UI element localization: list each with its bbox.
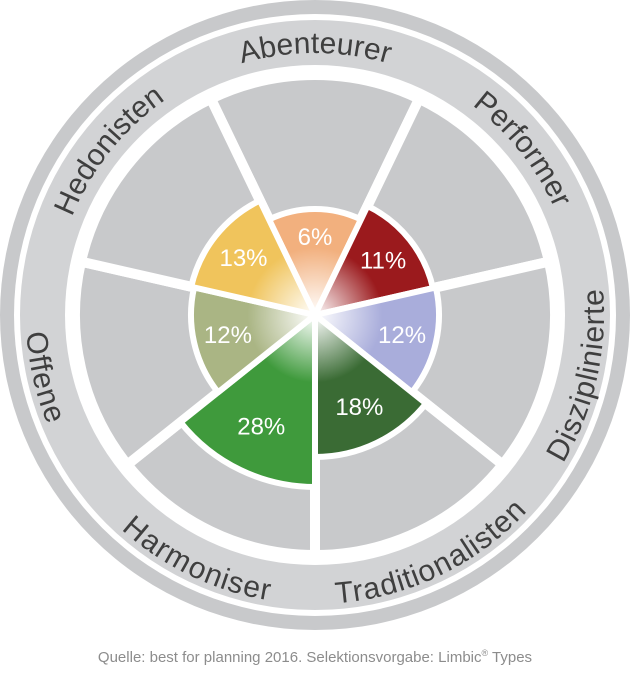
value-label-hedonisten: 13% (219, 245, 267, 272)
value-label-traditionalisten: 18% (335, 394, 383, 421)
value-labels: 6% 11% 12% 18% 28% 12% 13% (204, 224, 426, 441)
source-suffix: Types (488, 649, 533, 666)
value-label-harmoniser: 28% (237, 414, 285, 441)
limbic-types-chart: 6% 11% 12% 18% 28% 12% 13% Abenteurer Performer… (0, 0, 630, 630)
value-label-disziplinierte: 12% (378, 322, 426, 349)
source-note: Quelle: best for planning 2016. Selektio… (0, 648, 630, 666)
value-label-performer: 11% (360, 248, 406, 275)
center-glow (165, 165, 465, 465)
value-label-offene: 12% (204, 322, 252, 349)
chart-svg: 6%11%12%18%28%12%13% AbenteurerPerformer… (0, 0, 630, 630)
source-text: Quelle: best for planning 2016. Selektio… (97, 649, 482, 666)
registered-mark: ® (481, 648, 489, 658)
center-highlight (165, 165, 465, 465)
value-label-abenteurer: 6% (298, 224, 333, 251)
